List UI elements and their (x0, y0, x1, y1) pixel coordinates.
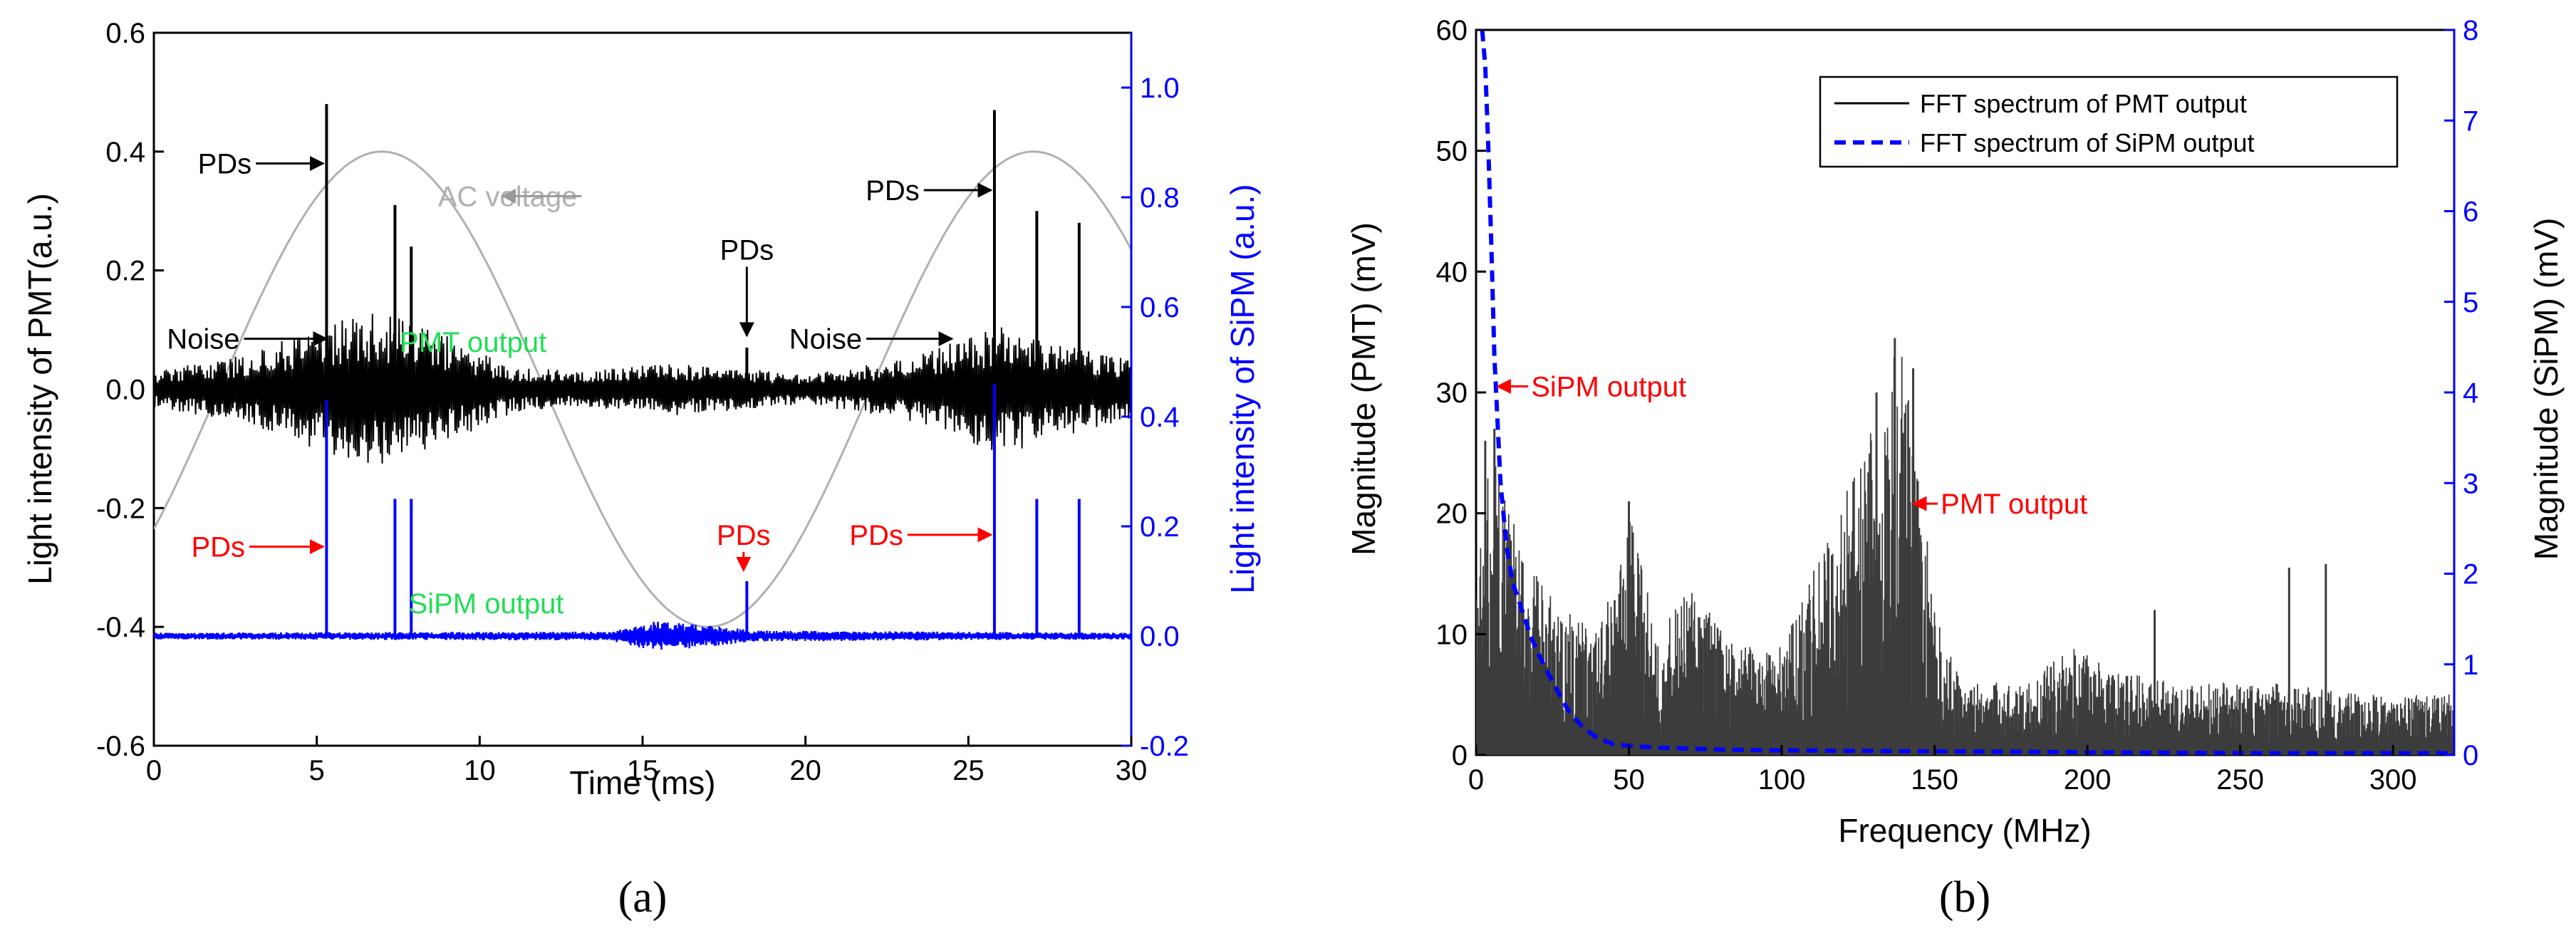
panel-a-axes: -0.6 -0.4 -0.2 0.0 0.2 0.4 0.6 -0.2 0.0 0.2 0.4 0.6… (96, 18, 1189, 786)
panel-a-y2-tick-label: 1.0 (1140, 73, 1180, 104)
panel-a-time-domain: -0.6 -0.4 -0.2 0.0 0.2 0.4 0.6 -0.2 0.0 0.2 0.4 0.6… (21, 18, 1261, 922)
panel-b-x-tick-label: 200 (2064, 764, 2112, 796)
panel-b-y2-tick-label: 3 (2463, 468, 2478, 499)
panel-b-x-tick-label: 0 (1468, 764, 1484, 796)
panel-a-x-tick-label: 30 (1116, 755, 1148, 786)
panel-b-x-axis-title: Frequency (MHz) (1838, 812, 2091, 849)
panel-a-series-pmt-output (154, 313, 1131, 464)
panel-a-y2-tick-label: 0.4 (1140, 402, 1180, 433)
panel-b-annotations: SiPM output PMT output (1495, 372, 2087, 520)
panel-b-data-layer (1476, 30, 2454, 755)
panel-a-y-tick-label: -0.2 (96, 493, 145, 524)
panel-b-y2-tick-label: 1 (2463, 650, 2478, 681)
panel-a-y2-tick-label: 0.8 (1140, 182, 1180, 214)
panel-b-y2-tick-label: 4 (2463, 377, 2478, 409)
panel-b-legend: FFT spectrum of PMT output FFT spectrum … (1819, 75, 2399, 168)
panel-b-y2-tick-label: 8 (2463, 15, 2478, 46)
panel-b-y2-tick-label: 2 (2463, 559, 2478, 590)
panel-b-y2-tick-label: 7 (2463, 105, 2478, 137)
panel-a-annotation-label: PDs (717, 520, 771, 551)
panel-b-y-tick-label: 60 (1436, 15, 1468, 46)
panel-b-annotation-label: PMT output (1941, 489, 2087, 520)
panel-b-frequency-domain: 0 10 20 30 40 50 60 0 1 2 3 4 5 6 7 8 0 50 100 150 200 250 300… (1345, 15, 2565, 922)
panel-b-annotation-label: SiPM output (1531, 372, 1686, 403)
panel-b-y2-axis-title: Magnitude (SiPM) (mV) (2528, 218, 2565, 561)
legend-label-pmt: FFT spectrum of PMT output (1920, 89, 2247, 118)
panel-b-caption: (b) (1939, 873, 1990, 922)
panel-b-y-tick-label: 40 (1436, 256, 1468, 288)
panel-a-y-tick-label: 0.2 (105, 256, 145, 287)
panel-a-y-tick-label: -0.4 (96, 612, 145, 643)
panel-a-x-tick-label: 0 (146, 755, 162, 786)
panel-a-annotation-label: Noise (789, 324, 862, 355)
panel-a-annotation-label: Noise (167, 324, 239, 355)
panel-a-x-tick-label: 10 (464, 755, 496, 786)
panel-b-y-tick-label: 30 (1436, 377, 1468, 409)
panel-b-x-tick-label: 100 (1758, 764, 1806, 796)
panel-b-y2-tick-label: 0 (2463, 740, 2478, 771)
panel-a-y2-tick-label: -0.2 (1140, 731, 1189, 762)
panel-b-y-axis-title: Magnitude (PMT) (mV) (1345, 222, 1382, 556)
panel-b-x-tick-label: 50 (1613, 764, 1645, 796)
panel-a-x-tick-label: 25 (952, 755, 985, 786)
panel-b-y-tick-label: 50 (1436, 136, 1468, 167)
panel-a-caption: (a) (618, 873, 668, 922)
panel-b-y2-tick-label: 5 (2463, 287, 2478, 318)
panel-a-annotation-label: SiPM output (409, 588, 564, 620)
panel-a-x-axis-title: Time (ms) (569, 764, 715, 801)
panel-a-y2-tick-label: 0.0 (1140, 621, 1180, 652)
panel-a-annotation-label: PDs (198, 149, 252, 180)
panel-a-y-tick-label: 0.6 (105, 18, 145, 49)
panel-a-data-layer (154, 104, 1131, 650)
panel-a-series-ac-voltage (154, 150, 1131, 628)
legend-label-sipm: FFT spectrum of SiPM output (1920, 128, 2255, 157)
panel-b-y-tick-label: 20 (1436, 499, 1468, 530)
panel-a-y2-axis-title: Light intensity of SiPM (a.u.) (1224, 184, 1261, 593)
panel-a-series-sipm-output (154, 621, 1131, 650)
panel-a-annotation-label: PDs (866, 175, 920, 207)
panel-b-x-tick-label: 150 (1911, 764, 1958, 796)
panel-a-y-tick-label: -0.6 (96, 731, 145, 762)
panel-b-series-fft-spectrum-of-pmt-output (1476, 357, 2454, 755)
panel-a-y2-tick-label: 0.6 (1140, 292, 1180, 323)
panel-a-annotation-label: PDs (191, 532, 245, 563)
panel-b-x-tick-label: 250 (2216, 764, 2264, 796)
panel-a-x-tick-label: 15 (627, 755, 659, 786)
panel-a-y-axis-title: Light intensity of PMT(a.u.) (21, 193, 58, 585)
panel-b-series-fft-spectrum-of-sipm-output (1480, 30, 2454, 755)
panel-a-annotation-label: PMT output (400, 327, 546, 358)
panel-a-x-tick-label: 20 (789, 755, 821, 786)
panel-a-x-tick-label: 5 (309, 755, 325, 786)
panel-a-annotation-label: PDs (849, 520, 903, 551)
panel-a-annotation-label: PDs (720, 234, 774, 266)
panel-b-y-tick-label: 0 (1452, 740, 1468, 771)
panel-a-y-tick-label: 0.4 (105, 137, 145, 168)
legend-box (1819, 75, 2399, 168)
panel-b-y2-tick-label: 6 (2463, 197, 2478, 228)
panel-b-x-tick-label: 300 (2369, 764, 2417, 796)
panel-b-axes: 0 10 20 30 40 50 60 0 1 2 3 4 5 6 7 8 0 50 100 150 200 250 300 (1436, 15, 2479, 796)
panel-a-y2-tick-label: 0.2 (1140, 511, 1180, 543)
panel-b-y-tick-label: 10 (1436, 619, 1468, 650)
panel-a-y-tick-label: 0.0 (105, 375, 145, 406)
